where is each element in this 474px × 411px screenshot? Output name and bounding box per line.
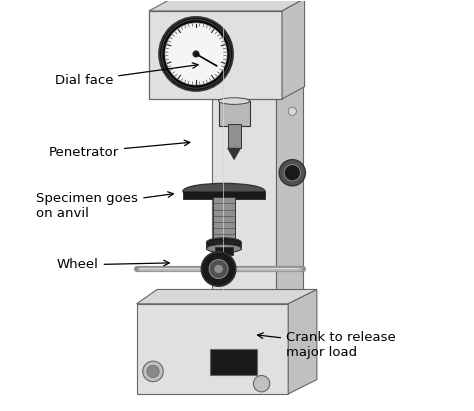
Text: Wheel: Wheel xyxy=(57,259,169,271)
Ellipse shape xyxy=(183,183,265,199)
Circle shape xyxy=(209,259,228,278)
Circle shape xyxy=(159,17,233,91)
Polygon shape xyxy=(137,289,317,304)
Circle shape xyxy=(143,361,163,382)
Circle shape xyxy=(215,265,222,273)
Text: Penetrator: Penetrator xyxy=(48,140,190,159)
Polygon shape xyxy=(282,0,305,99)
Polygon shape xyxy=(149,0,305,11)
FancyBboxPatch shape xyxy=(219,101,250,126)
Circle shape xyxy=(201,252,236,286)
Circle shape xyxy=(162,20,230,88)
FancyBboxPatch shape xyxy=(210,349,257,376)
Circle shape xyxy=(165,23,227,85)
Polygon shape xyxy=(288,289,317,394)
Text: Crank to release
major load: Crank to release major load xyxy=(257,331,396,359)
Circle shape xyxy=(288,107,296,115)
FancyBboxPatch shape xyxy=(137,304,288,394)
Polygon shape xyxy=(212,17,276,289)
Polygon shape xyxy=(276,17,302,289)
Polygon shape xyxy=(228,148,241,159)
Ellipse shape xyxy=(207,245,241,253)
FancyBboxPatch shape xyxy=(213,197,235,242)
Ellipse shape xyxy=(207,238,241,247)
Circle shape xyxy=(254,376,270,392)
Polygon shape xyxy=(183,191,265,199)
FancyBboxPatch shape xyxy=(228,125,241,148)
Circle shape xyxy=(193,51,199,57)
Ellipse shape xyxy=(219,98,250,104)
Circle shape xyxy=(279,159,305,186)
Circle shape xyxy=(284,164,301,181)
FancyBboxPatch shape xyxy=(149,11,282,99)
Text: Dial face: Dial face xyxy=(55,63,198,87)
FancyBboxPatch shape xyxy=(207,242,241,249)
Text: Specimen goes
on anvil: Specimen goes on anvil xyxy=(36,192,173,219)
FancyBboxPatch shape xyxy=(215,247,233,255)
Circle shape xyxy=(147,365,159,378)
